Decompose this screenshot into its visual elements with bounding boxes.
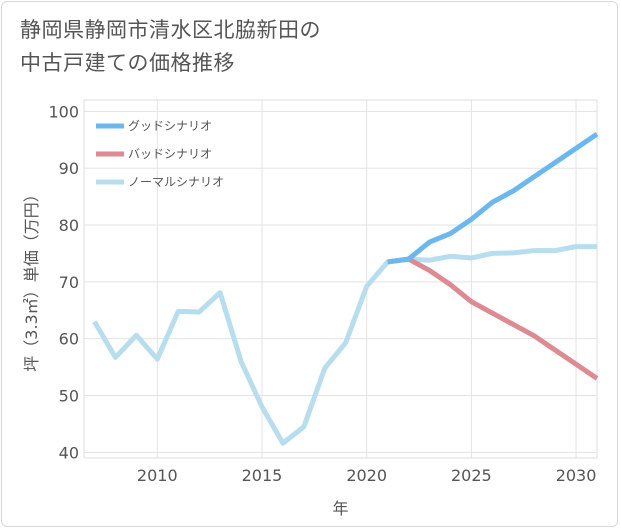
x-tick-label: 2025 bbox=[451, 466, 492, 485]
x-tick-label: 2030 bbox=[556, 466, 597, 485]
legend-label: ノーマルシナリオ bbox=[128, 175, 224, 189]
x-tick-label: 2020 bbox=[346, 466, 387, 485]
x-tick-label: 2015 bbox=[242, 466, 283, 485]
y-tick-label: 40 bbox=[59, 443, 79, 462]
y-tick-label: 60 bbox=[59, 330, 79, 349]
legend-label: グッドシナリオ bbox=[128, 119, 212, 133]
normal-scenario-line bbox=[92, 244, 597, 446]
y-tick-label: 80 bbox=[59, 216, 79, 235]
chart-title: 静岡県静岡市清水区北脇新田の 中古戸建ての価格推移 bbox=[20, 14, 600, 80]
chart-title-line-1: 静岡県静岡市清水区北脇新田の bbox=[20, 18, 321, 42]
y-tick-label: 70 bbox=[59, 273, 79, 292]
x-axis-label: 年 bbox=[332, 499, 348, 518]
y-tick-labels: 40 50 60 70 80 90 100 bbox=[48, 102, 79, 462]
plot-frame bbox=[83, 99, 598, 459]
y-axis-label: 坪（3.3㎡）単価（万円） bbox=[22, 186, 41, 371]
bad-scenario-line bbox=[387, 256, 599, 381]
y-tick-label: 50 bbox=[59, 386, 79, 405]
legend-item-bad: バッドシナリオ bbox=[96, 147, 212, 161]
y-tick-label: 90 bbox=[59, 159, 79, 178]
legend-item-good: グッドシナリオ bbox=[96, 119, 212, 133]
series-layer bbox=[92, 132, 599, 446]
legend-label: バッドシナリオ bbox=[128, 147, 212, 161]
x-tick-labels: 2010 2015 2020 2025 2030 bbox=[137, 466, 596, 485]
good-scenario-line bbox=[387, 132, 599, 265]
grid-lines bbox=[84, 100, 597, 458]
chart-title-line-2: 中古戸建ての価格推移 bbox=[20, 51, 235, 75]
y-tick-label: 100 bbox=[48, 102, 79, 121]
x-tick-label: 2010 bbox=[137, 466, 178, 485]
legend-item-normal: ノーマルシナリオ bbox=[96, 175, 224, 189]
